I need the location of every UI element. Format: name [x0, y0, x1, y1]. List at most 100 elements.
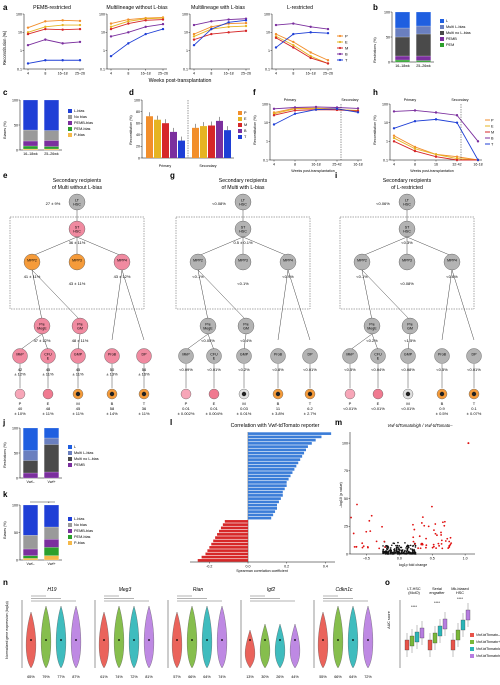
l-bar — [215, 536, 248, 539]
h-xtick-label: 4 — [393, 163, 395, 167]
a-title-4: L-restricted — [287, 5, 313, 11]
k-bar-no-bias — [23, 535, 38, 550]
g-pregm-value: <0.4% — [240, 338, 252, 343]
l-xtick-label: 0.0 — [246, 565, 251, 569]
e-mpp3-value: 43 ± 11% — [69, 281, 86, 286]
o-box-1-0 — [427, 639, 433, 651]
l-bar — [248, 516, 272, 520]
m-point — [386, 545, 389, 548]
d-legend-label-E: E — [244, 117, 247, 121]
m-point — [386, 552, 388, 555]
d-bar-B — [170, 131, 177, 158]
n-percent-Rian-1: 66% — [188, 675, 196, 679]
a3-ytick-label: 0.1 — [183, 67, 188, 71]
a4-point-P — [309, 51, 312, 54]
h-ytick-label: 0.1 — [383, 158, 388, 162]
m-point-sig — [381, 525, 383, 528]
c-xtick-label: 16–18wk — [23, 152, 38, 156]
i-node-label-gmp: GMP — [404, 353, 413, 357]
e-gmp-value-line: 45 — [76, 367, 81, 372]
a1-xtick-label: 8 — [44, 72, 46, 76]
g-mpp2-value: <0.1% — [192, 274, 204, 279]
l-bar — [248, 464, 297, 468]
i-node-label-pregm: Pre GM — [407, 323, 413, 331]
i-node-gmp — [400, 348, 416, 364]
g-node-dp — [302, 348, 318, 364]
j-ylabel: Restrictions (%) — [3, 442, 7, 467]
d-legend-label-M: M — [244, 123, 247, 127]
k-bar-no-bias — [44, 526, 59, 540]
f-ytick-label: 0.1 — [263, 158, 268, 162]
m-xtick-label: –0.5 — [363, 557, 370, 561]
i-edge-mpp4-prob — [441, 269, 453, 341]
n-median-Meg3-3 — [148, 639, 150, 641]
j-bar-multi-l-bias — [23, 450, 38, 461]
a-xlabel: Weeks post-transplantation — [149, 78, 212, 84]
g-node-label-mkp: MkP — [182, 353, 190, 357]
m-point-sig — [434, 523, 437, 525]
h-point-M — [455, 158, 459, 162]
m-point-sig — [432, 545, 435, 548]
l-bar — [248, 497, 281, 500]
m-point — [414, 552, 416, 554]
d-ytick-label: 40 — [136, 133, 140, 137]
m-ytick-label: 50 — [344, 497, 348, 501]
k-legend-label: PEM-bias — [74, 535, 91, 539]
h-point-T — [455, 121, 459, 124]
m-point — [407, 545, 409, 548]
g-node-prob — [270, 348, 286, 364]
m-point — [396, 544, 399, 547]
g-node-mpp3 — [234, 253, 252, 271]
n-percent-Cdkn1c-0: 55% — [319, 675, 327, 679]
n-percent-Igf2-2: 26% — [276, 675, 284, 679]
m-point — [407, 547, 409, 549]
a4-point-T — [326, 31, 330, 35]
m-point-sig — [433, 529, 435, 532]
i-end-value-E: <0.01% — [371, 406, 385, 411]
e-node-label-mpp3: MPP3 — [72, 259, 82, 263]
c-bar-l-bias — [23, 99, 38, 131]
b-bar-pem — [395, 59, 410, 63]
n-gene-Igf2: Igf2 — [267, 587, 276, 593]
l-xlabel: Spearman correlation coefficient — [236, 569, 287, 573]
g-end-label-E: E — [213, 401, 216, 406]
a3-point-T — [244, 19, 248, 22]
h-point-T — [392, 127, 396, 130]
a3-point-M — [227, 31, 230, 34]
i-premege-value: <0.2% — [366, 338, 378, 343]
e-end-err-B: ± 14% — [106, 411, 118, 416]
n-median-Cdkn1c-2 — [352, 639, 354, 641]
a4-point-E — [292, 43, 295, 47]
o-ylabel: AUC score — [387, 611, 391, 628]
a4-point-T — [292, 32, 295, 36]
a3-point-T — [210, 27, 213, 31]
k-xtick-label: Vwf+ — [47, 562, 55, 566]
b-legend-label: PEMB — [446, 37, 457, 41]
l-bar — [222, 523, 248, 526]
d-bar-E — [200, 126, 207, 158]
b-xtick-label: 16–18wk — [395, 64, 410, 68]
l-bar — [248, 503, 277, 507]
m-point — [410, 552, 413, 555]
n-violin-Cdkn1c-1 — [332, 605, 344, 669]
o-box-1-2 — [437, 625, 443, 637]
i-node-label-cfue: CFU E — [374, 353, 382, 361]
e-node-label-gmp-line: GMP — [74, 353, 83, 357]
d-bar-M — [208, 125, 215, 158]
a3-point-P — [192, 32, 196, 36]
m-point — [387, 553, 390, 555]
o-legend-swatch — [470, 633, 474, 637]
k-legend-swatch — [68, 529, 72, 533]
a1-point-B — [26, 43, 30, 47]
l-bar — [201, 555, 248, 559]
j-legend-label: PEMB — [74, 463, 85, 467]
o-group-label-2-line: HSC — [456, 591, 464, 595]
l-bar — [248, 490, 283, 494]
g-node-label-cfue-line: E — [213, 356, 216, 360]
g-end-value-P: 0.01 — [182, 406, 191, 411]
j-bar-l — [44, 427, 59, 439]
e-end-value-B: 58 — [110, 406, 115, 411]
g-node-label-mpp3: MPP3 — [238, 259, 248, 263]
j-legend-swatch — [68, 451, 72, 455]
d-ytick-label: 60 — [136, 122, 140, 126]
